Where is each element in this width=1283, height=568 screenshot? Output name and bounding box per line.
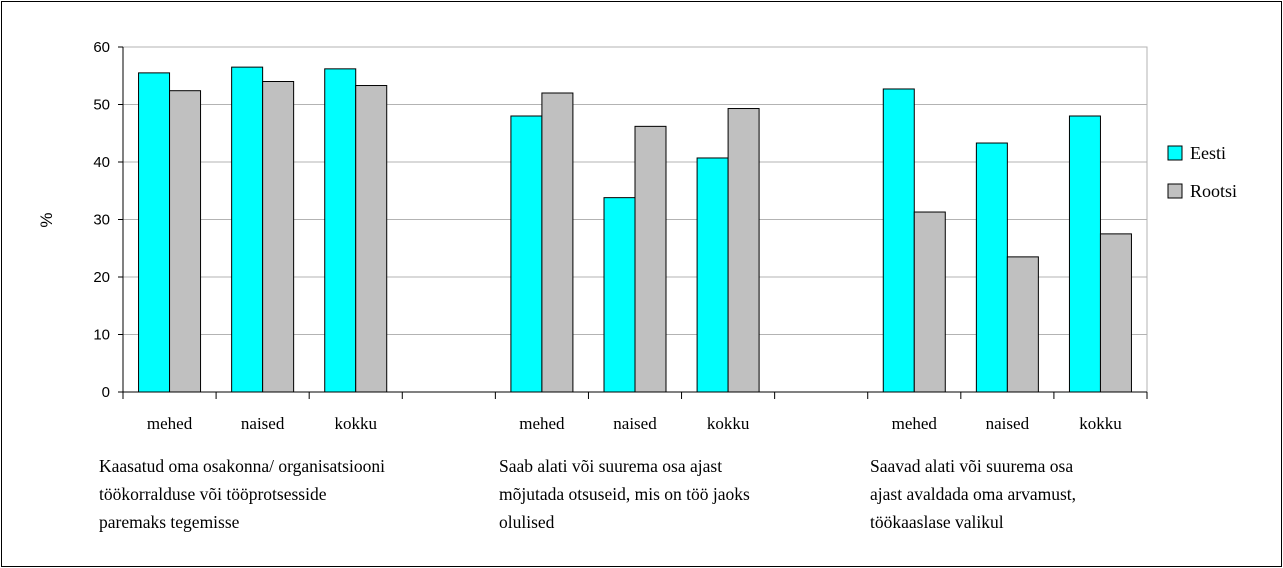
y-tick-label: 60 [93,39,110,56]
bar-eesti-1-1 [603,197,636,393]
bar-rootsi-0-0 [169,90,202,393]
group-label-line: töökaaslase valikul [870,512,1004,532]
bar-rootsi-2-2 [1099,233,1132,393]
bar-rootsi-1-0 [541,92,574,393]
x-category-label: naised [986,414,1030,433]
bar-eesti-2-0 [882,88,915,393]
group-label-line: paremaks tegemisse [99,512,240,532]
x-category-label: kokku [334,414,377,433]
legend-label-eesti: Eesti [1190,143,1226,163]
x-category-label: kokku [707,414,750,433]
y-tick-label: 40 [93,154,110,171]
y-axis-title: % [37,212,56,227]
x-category-label: mehed [147,414,193,433]
group-label-line: ajast avaldada oma arvamust, [870,484,1076,504]
y-tick-label: 20 [93,269,110,286]
x-category-label: mehed [519,414,565,433]
y-tick-label: 0 [102,384,110,401]
bar-eesti-0-2 [324,68,357,393]
bar-eesti-0-0 [138,72,171,393]
group-label-line: Kaasatud oma osakonna/ organisatsiooni [99,456,385,476]
group-labels: Kaasatud oma osakonna/ organisatsiooni tö… [99,456,1076,532]
y-tick-label: 30 [93,212,110,229]
x-category-labels: mehed naised kokku mehed naised kokku mehed nai… [147,414,1122,433]
x-category-label: mehed [892,414,938,433]
group-label-line: Saavad alati või suurema osa [870,456,1073,476]
bar-rootsi-0-1 [262,81,295,393]
legend-swatch-eesti [1167,145,1183,161]
bar-eesti-2-1 [975,142,1008,393]
group-label-line: töökorralduse või tööprotsesside [99,484,327,504]
bar-rootsi-1-1 [634,125,667,393]
x-category-label: naised [613,414,657,433]
bar-rootsi-0-2 [355,85,388,393]
bar-rootsi-1-2 [727,108,760,393]
bar-rootsi-2-1 [1006,256,1039,393]
x-category-label: kokku [1079,414,1122,433]
axes [118,46,1148,399]
y-tick-labels: 0 10 20 30 40 50 60 [93,39,110,401]
bars [138,66,1132,393]
bar-rootsi-2-0 [913,211,946,393]
legend-swatch-rootsi [1167,183,1183,199]
bar-eesti-2-2 [1068,115,1101,393]
y-tick-label: 50 [93,97,110,114]
legend-label-rootsi: Rootsi [1190,181,1237,201]
y-tick-label: 10 [93,327,110,344]
group-label-line: Saab alati või suurema osa ajast [499,456,722,476]
x-category-label: naised [241,414,285,433]
group-label-line: olulised [499,512,555,532]
bar-eesti-0-1 [231,66,264,393]
bar-eesti-1-2 [696,157,729,393]
legend: Eesti Rootsi [1167,143,1237,201]
bar-eesti-1-0 [510,115,543,393]
group-label-line: mõjutada otsuseid, mis on töö jaoks [499,484,750,504]
